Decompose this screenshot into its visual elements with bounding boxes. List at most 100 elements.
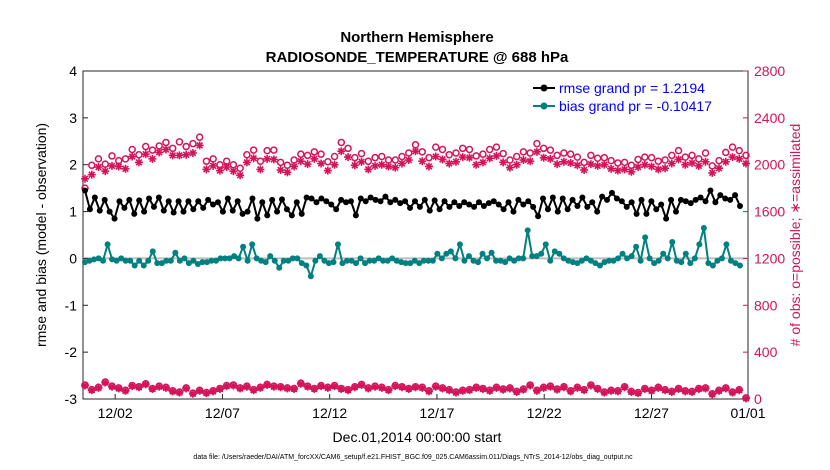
obs-assimilated-marker — [620, 165, 629, 174]
obs-assimilated-low-marker — [694, 385, 703, 394]
bias-point — [140, 262, 147, 269]
obs-possible-marker — [236, 164, 244, 172]
obs-possible-marker — [398, 152, 406, 161]
obs-assimilated-low-marker — [728, 388, 737, 397]
obs-assimilated-low-marker — [404, 385, 413, 394]
rmse-point — [352, 212, 359, 219]
bias-point — [294, 255, 301, 262]
rmse-point — [131, 210, 138, 217]
rmse-point — [278, 196, 285, 203]
bias-point — [393, 257, 400, 264]
bias-point — [366, 257, 373, 264]
x-tick-label: 12/22 — [527, 405, 562, 421]
rmse-point — [185, 198, 192, 205]
rmse-point — [86, 206, 93, 213]
obs-possible-marker — [539, 144, 548, 153]
obs-assimilated-low-marker — [222, 382, 231, 391]
bias-point — [344, 257, 350, 264]
obs-assimilated-low-marker — [357, 380, 366, 389]
bias-point — [615, 255, 622, 262]
bias-point — [642, 234, 649, 241]
rmse-point — [402, 198, 409, 205]
obs-assimilated-marker — [607, 164, 616, 173]
obs-assimilated-low-marker — [182, 384, 191, 393]
rmse-point — [530, 203, 537, 210]
rmse-point — [495, 201, 502, 208]
rmse-point — [269, 196, 276, 203]
obs-assimilated-low-marker — [94, 383, 103, 392]
obs-assimilated-marker — [107, 161, 116, 170]
rmse-point — [338, 196, 345, 203]
rmse-point — [318, 195, 325, 202]
rmse-point — [160, 207, 167, 214]
rmse-point — [500, 206, 507, 213]
obs-assimilated-marker — [161, 145, 170, 154]
bias-point — [267, 253, 274, 260]
obs-possible-marker — [418, 148, 426, 156]
rmse-point — [436, 206, 443, 213]
bias-point — [122, 257, 129, 264]
obs-assimilated-marker — [553, 160, 562, 169]
obs-assimilated-marker — [532, 147, 541, 156]
rmse-point — [219, 208, 226, 215]
obs-possible-marker — [668, 151, 676, 160]
rmse-point — [564, 206, 571, 213]
rmse-point — [382, 193, 389, 200]
obs-possible-marker — [681, 153, 690, 161]
rmse-point — [190, 206, 197, 213]
obs-possible-marker — [357, 149, 366, 158]
y-right-tick-label: 2000 — [754, 157, 785, 173]
obs-possible-marker — [566, 150, 575, 158]
rmse-point — [96, 207, 103, 214]
obs-assimilated-low-marker — [161, 383, 170, 392]
bias-point — [271, 257, 278, 264]
bias-point — [624, 255, 631, 262]
bias-point — [199, 259, 206, 266]
obs-assimilated-marker — [242, 158, 251, 167]
obs-possible-marker — [128, 145, 136, 154]
bias-point — [262, 259, 269, 266]
y-right-tick-label: 1600 — [754, 204, 785, 220]
rmse-point — [234, 198, 241, 205]
rmse-point — [431, 197, 438, 204]
rmse-point — [613, 195, 620, 202]
rmse-point — [249, 195, 256, 202]
obs-possible-marker — [249, 146, 258, 154]
bias-point — [601, 259, 608, 266]
bias-point — [235, 255, 242, 262]
rmse-point — [663, 215, 670, 222]
obs-possible-marker — [553, 151, 561, 160]
obs-possible-marker — [580, 158, 588, 167]
obs-assimilated-low-marker — [276, 383, 285, 392]
rmse-point — [569, 196, 576, 203]
bias-point — [434, 250, 441, 257]
rmse-point — [308, 195, 315, 202]
bias-point — [655, 257, 662, 264]
obs-possible-marker — [263, 146, 271, 155]
bias-point — [380, 257, 387, 264]
obs-assimilated-low-marker — [505, 384, 514, 393]
obs-possible-marker — [499, 149, 507, 158]
bias-point — [163, 257, 170, 264]
obs-possible-marker — [351, 153, 359, 162]
obs-assimilated-low-marker — [431, 382, 440, 391]
obs-possible-marker — [344, 144, 352, 153]
obs-possible-marker — [458, 144, 467, 153]
obs-assimilated-low-marker — [526, 381, 535, 390]
bias-point — [606, 257, 612, 264]
obs-assimilated-marker — [715, 164, 724, 173]
bias-point — [596, 262, 603, 269]
obs-assimilated-low-marker — [607, 386, 616, 395]
bias-point — [172, 249, 179, 256]
obs-assimilated-marker — [148, 154, 157, 163]
rmse-point — [259, 199, 266, 206]
rmse-point — [126, 196, 133, 203]
rmse-point — [323, 198, 330, 205]
bias-point — [465, 253, 472, 260]
bias-point — [82, 259, 88, 266]
rmse-point — [150, 203, 157, 210]
x-tick-label: 12/07 — [205, 405, 240, 421]
bias-point — [587, 257, 594, 264]
rmse-point — [407, 204, 414, 211]
